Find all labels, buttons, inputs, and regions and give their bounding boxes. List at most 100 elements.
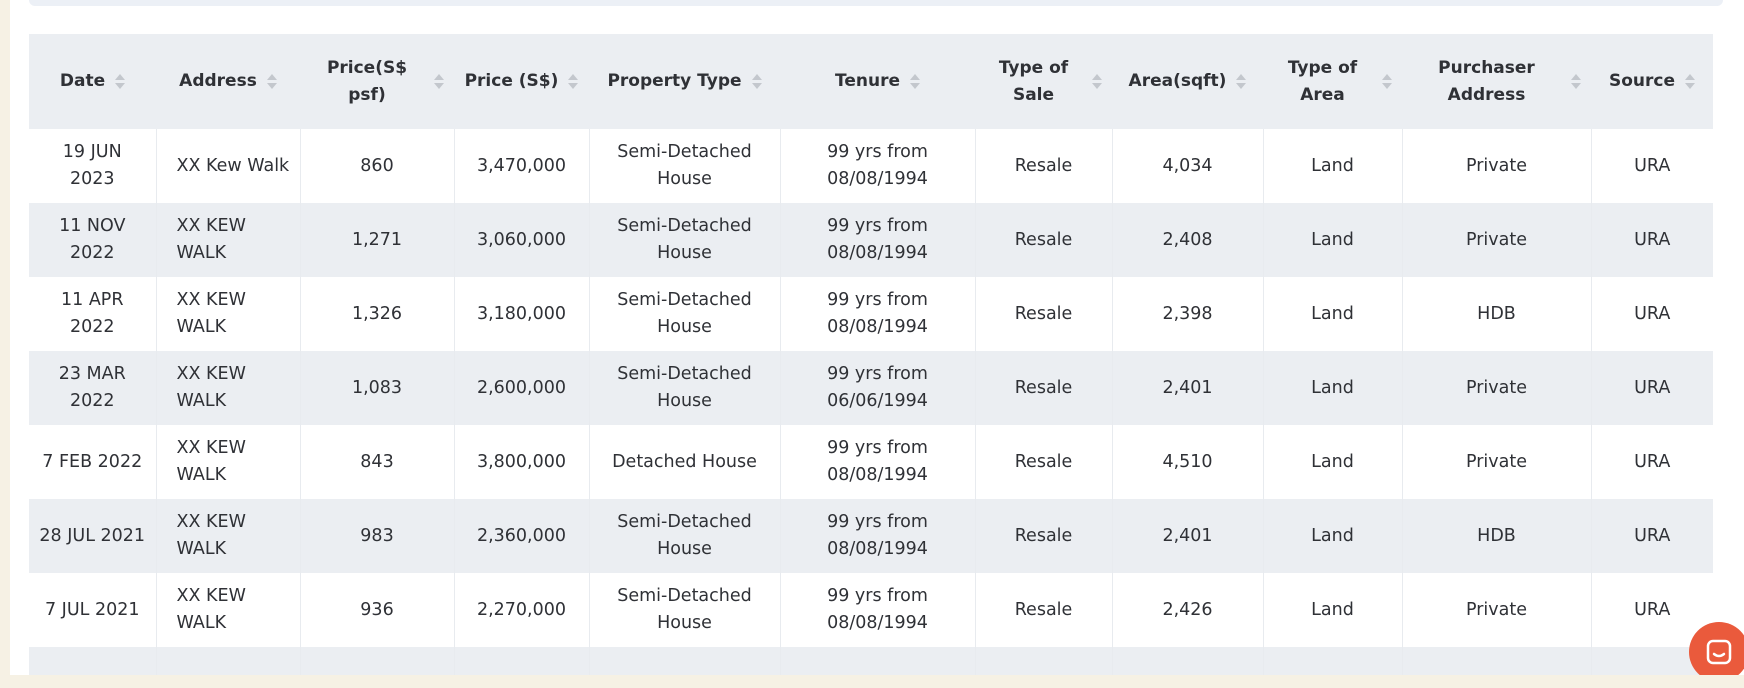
cell-price-psf: 1,326 bbox=[299, 277, 454, 351]
cell-date: 30 MAR bbox=[29, 647, 156, 676]
cell-price-psf: 983 bbox=[299, 499, 454, 573]
table-row[interactable]: 11 NOV 2022 XX KEW WALK 1,271 3,060,000 Semi… bbox=[29, 203, 1713, 277]
sort-icon[interactable] bbox=[1092, 74, 1102, 89]
cell-price-psf: 936 bbox=[299, 573, 454, 647]
cell-price: 2,600,000 bbox=[453, 351, 589, 425]
column-header-source[interactable]: Source bbox=[1591, 34, 1713, 129]
table-row[interactable]: 7 JUL 2021 XX KEW WALK 936 2,270,000 Semi-De… bbox=[29, 573, 1713, 647]
cell-address: XX KEW WALK bbox=[155, 351, 300, 425]
cell-type-of-area: Land bbox=[1262, 277, 1402, 351]
cell-price-psf: 1,083 bbox=[299, 351, 454, 425]
page: Date Address Price(S$ psf) Price (S$) Proper… bbox=[10, 0, 1744, 675]
chat-button[interactable] bbox=[1689, 622, 1744, 675]
cell-area bbox=[1111, 647, 1263, 675]
cell-tenure: 99 yrs from 06/06/1994 bbox=[779, 351, 975, 425]
column-header-label: Type of Area bbox=[1287, 57, 1358, 105]
table-row[interactable]: 7 FEB 2022 XX KEW WALK 843 3,800,000 Detache… bbox=[29, 425, 1713, 499]
cell-address: XX KEW WALK bbox=[155, 499, 300, 573]
cell-purchaser-address: Private bbox=[1401, 203, 1591, 277]
column-header-price-psf[interactable]: Price(S$ psf) bbox=[300, 34, 454, 129]
cell-property-type: Detached House bbox=[588, 425, 780, 499]
sort-icon[interactable] bbox=[266, 74, 277, 89]
sort-icon[interactable] bbox=[434, 74, 444, 89]
column-header-label: Date bbox=[59, 71, 106, 91]
table-row[interactable]: 30 MARXX KEW Semi-Detached99 yrs from bbox=[29, 647, 1713, 675]
cell-price: 2,270,000 bbox=[453, 573, 589, 647]
cell-type-of-area: Land bbox=[1262, 425, 1402, 499]
cell-source: URA bbox=[1590, 573, 1713, 647]
sort-icon[interactable] bbox=[910, 74, 920, 89]
cell-property-type: Semi-Detached House bbox=[588, 573, 780, 647]
cell-source: URA bbox=[1590, 425, 1713, 499]
column-header-label: Property Type bbox=[607, 71, 742, 91]
table-header-row: Date Address Price(S$ psf) Price (S$) Proper… bbox=[29, 34, 1713, 129]
cell-price: 3,060,000 bbox=[453, 203, 589, 277]
cell-property-type: Semi-Detached House bbox=[588, 277, 780, 351]
cell-type-of-area: Land bbox=[1262, 203, 1402, 277]
column-header-label: Source bbox=[1608, 71, 1676, 91]
column-header-price[interactable]: Price (S$) bbox=[454, 34, 589, 129]
table-row[interactable]: 11 APR 2022 XX KEW WALK 1,326 3,180,000 Semi… bbox=[29, 277, 1713, 351]
column-header-area[interactable]: Area(sqft) bbox=[1112, 34, 1263, 129]
cell-price: 3,800,000 bbox=[453, 425, 589, 499]
column-header-label: Tenure bbox=[835, 71, 900, 91]
cell-type-of-area: Land bbox=[1262, 499, 1402, 573]
sort-icon[interactable] bbox=[568, 74, 579, 89]
table-body: 19 JUN 2023 XX Kew Walk 860 3,470,000 Semi-D… bbox=[29, 129, 1713, 675]
column-header-label: Type of Sale bbox=[998, 57, 1069, 105]
sort-icon[interactable] bbox=[751, 74, 762, 89]
cell-tenure: 99 yrs from 08/08/1994 bbox=[779, 129, 975, 203]
cell-type-of-sale bbox=[974, 647, 1112, 675]
cell-area: 4,510 bbox=[1111, 425, 1263, 499]
transactions-table: Date Address Price(S$ psf) Price (S$) Proper… bbox=[29, 34, 1713, 675]
cell-source: URA bbox=[1590, 129, 1713, 203]
column-header-purchaser-address[interactable]: Purchaser Address bbox=[1402, 34, 1591, 129]
cell-source: URA bbox=[1590, 351, 1713, 425]
sort-icon[interactable] bbox=[1382, 74, 1392, 89]
cell-date: 19 JUN 2023 bbox=[62, 142, 122, 189]
column-header-date[interactable]: Date bbox=[29, 34, 156, 129]
cell-area: 2,398 bbox=[1111, 277, 1263, 351]
column-header-type-of-sale[interactable]: Type of Sale bbox=[975, 34, 1112, 129]
cell-address: XX KEW bbox=[155, 647, 300, 675]
cell-type-of-sale: Resale bbox=[974, 277, 1112, 351]
table-row[interactable]: 28 JUL 2021 XX KEW WALK 983 2,360,000 Semi-D… bbox=[29, 499, 1713, 573]
column-header-type-of-area[interactable]: Type of Area bbox=[1263, 34, 1402, 129]
cell-price: 3,180,000 bbox=[453, 277, 589, 351]
cell-area: 4,034 bbox=[1111, 129, 1263, 203]
cell-area: 2,426 bbox=[1111, 573, 1263, 647]
cell-area: 2,408 bbox=[1111, 203, 1263, 277]
cell-tenure: 99 yrs from 08/08/1994 bbox=[779, 573, 975, 647]
cell-type-of-sale: Resale bbox=[974, 425, 1112, 499]
sort-icon[interactable] bbox=[1685, 74, 1696, 89]
column-header-label: Price (S$) bbox=[464, 71, 559, 91]
sort-icon[interactable] bbox=[115, 74, 126, 89]
cell-tenure: 99 yrs from 08/08/1994 bbox=[779, 499, 975, 573]
cell-price: 2,360,000 bbox=[453, 499, 589, 573]
cell-type-of-sale: Resale bbox=[974, 351, 1112, 425]
cell-purchaser-address: Private bbox=[1401, 573, 1591, 647]
column-header-address[interactable]: Address bbox=[156, 34, 300, 129]
column-header-label: Purchaser Address bbox=[1438, 57, 1535, 105]
cell-price-psf: 843 bbox=[299, 425, 454, 499]
cell-property-type: Semi-Detached House bbox=[588, 499, 780, 573]
cell-price-psf: 1,271 bbox=[299, 203, 454, 277]
sort-icon[interactable] bbox=[1571, 74, 1581, 89]
cell-date: 11 APR 2022 bbox=[60, 290, 124, 337]
cell-property-type: Semi-Detached bbox=[588, 647, 780, 675]
cell-type-of-sale: Resale bbox=[974, 499, 1112, 573]
cell-property-type: Semi-Detached House bbox=[588, 203, 780, 277]
cell-area: 2,401 bbox=[1111, 499, 1263, 573]
column-header-property-type[interactable]: Property Type bbox=[589, 34, 780, 129]
sort-icon[interactable] bbox=[1236, 74, 1247, 89]
column-header-label: Address bbox=[179, 71, 257, 91]
table-row[interactable]: 23 MAR 2022 XX KEW WALK 1,083 2,600,000 Semi… bbox=[29, 351, 1713, 425]
chat-icon bbox=[1706, 639, 1732, 665]
filter-panel-edge bbox=[29, 0, 1723, 6]
table-row[interactable]: 19 JUN 2023 XX Kew Walk 860 3,470,000 Semi-D… bbox=[29, 129, 1713, 203]
cell-purchaser-address: Private bbox=[1401, 425, 1591, 499]
cell-tenure: 99 yrs from 08/08/1994 bbox=[779, 203, 975, 277]
cell-purchaser-address bbox=[1401, 647, 1591, 675]
cell-purchaser-address: HDB bbox=[1401, 277, 1591, 351]
column-header-tenure[interactable]: Tenure bbox=[780, 34, 975, 129]
